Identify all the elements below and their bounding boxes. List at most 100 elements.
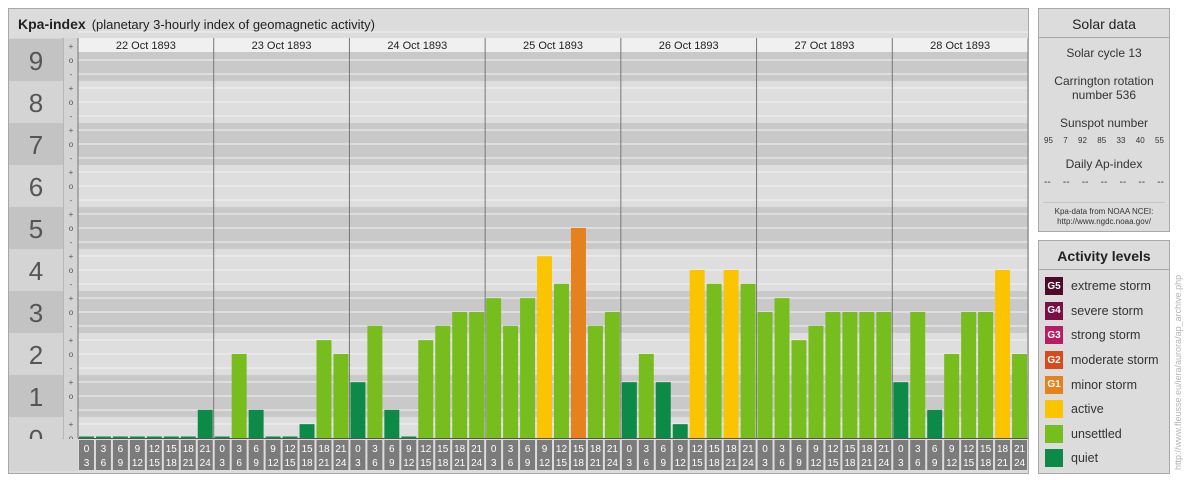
time-label-end: 21 — [318, 458, 330, 469]
time-cell — [825, 440, 841, 470]
level-swatch — [1045, 400, 1063, 419]
time-label-start: 3 — [508, 444, 514, 455]
kp-bar-day6-slot2 — [774, 298, 790, 438]
kp-bar-day2-slot5 — [282, 436, 298, 438]
time-cell — [757, 440, 773, 470]
y-minor-tick: o — [69, 140, 74, 149]
kp-bar-day5-slot8 — [740, 283, 756, 438]
kp-bar-day2-slot1 — [214, 436, 230, 438]
time-label-end: 24 — [878, 458, 890, 469]
activity-level-moderate-storm: G2 moderate storm — [1039, 348, 1169, 373]
time-cell — [299, 440, 315, 470]
time-cell — [604, 440, 620, 470]
time-label-end: 6 — [508, 458, 514, 469]
ap-value-2: -- — [1062, 177, 1070, 188]
sunspot-value-6: 40 — [1135, 136, 1145, 145]
time-label-end: 6 — [779, 458, 785, 469]
time-label-end: 9 — [389, 458, 395, 469]
time-label-end: 15 — [556, 458, 568, 469]
time-label-end: 12 — [132, 458, 144, 469]
ap-value-6: -- — [1138, 177, 1146, 188]
kp-bar-day4-slot5 — [554, 283, 569, 438]
level-label: severe storm — [1071, 303, 1144, 318]
y-minor-tick: - — [70, 322, 73, 331]
level-label: strong storm — [1071, 328, 1141, 343]
time-label-end: 3 — [762, 458, 768, 469]
level-label: moderate storm — [1071, 353, 1159, 368]
kp-bar-day7-slot6 — [978, 312, 994, 438]
time-cell — [180, 440, 196, 470]
time-label-start: 18 — [997, 444, 1009, 455]
time-label-start: 15 — [844, 444, 856, 455]
time-cell — [961, 440, 977, 470]
watermark-url: http://www.fleusse.eu/iera/aurora/ap_arc… — [1173, 274, 1183, 470]
kp-bar-day2-slot8 — [333, 354, 349, 438]
time-label-start: 3 — [915, 444, 921, 455]
time-label-start: 0 — [84, 444, 90, 455]
time-label-start: 15 — [166, 444, 178, 455]
time-cell — [1012, 440, 1027, 470]
time-label-start: 12 — [827, 444, 839, 455]
time-label-start: 6 — [118, 444, 124, 455]
time-label-start: 0 — [491, 444, 497, 455]
y-minor-tick: + — [69, 168, 74, 177]
time-label-end: 24 — [200, 458, 212, 469]
source-line-1: Kpa-data from NOAA NCEI: — [1054, 207, 1154, 216]
time-label-start: 12 — [149, 444, 161, 455]
y-tick-label: 7 — [29, 130, 43, 160]
time-cell — [876, 440, 892, 470]
time-label-start: 0 — [762, 444, 768, 455]
y-minor-tick: o — [69, 98, 74, 107]
y-label-band-4 — [9, 249, 63, 291]
y-minor-tick: o — [69, 392, 74, 401]
ap-value-5: -- — [1119, 177, 1127, 188]
time-label-end: 9 — [932, 458, 938, 469]
time-label-start: 0 — [898, 444, 904, 455]
kp-bar-day4-slot3 — [520, 298, 536, 438]
day-label-7: 28 Oct 1893 — [930, 40, 990, 52]
y-minor-tick: - — [70, 364, 73, 373]
time-cell — [350, 440, 366, 470]
time-label-start: 15 — [980, 444, 992, 455]
activity-level-minor-storm: G1 minor storm — [1039, 372, 1169, 397]
sunspot-value-2: 7 — [1063, 136, 1068, 145]
sunspot-label: Sunspot number — [1059, 116, 1149, 130]
day-label-3: 24 Oct 1893 — [387, 40, 447, 52]
time-cell — [316, 440, 332, 470]
time-label-start: 18 — [861, 444, 873, 455]
kpa-chart-panel: 0 o +1 - o +2 - o +3 - o +4 - o +5 - o +6 - o +7 - o +8 - o +9 - o +2… — [8, 8, 1029, 474]
time-cell — [112, 440, 128, 470]
kp-bar-day6-slot5 — [825, 312, 841, 438]
level-swatch: G5 — [1045, 277, 1063, 296]
time-cell — [791, 440, 807, 470]
time-cell — [842, 440, 858, 470]
day-label-5: 26 Oct 1893 — [659, 40, 719, 52]
time-label-start: 3 — [644, 444, 650, 455]
y-minor-tick: + — [69, 294, 74, 303]
kp-bar-day7-slot3 — [927, 409, 943, 438]
kp-bar-day1-slot1 — [79, 436, 94, 438]
time-label-start: 18 — [726, 444, 738, 455]
time-label-end: 12 — [403, 458, 415, 469]
time-cell — [469, 440, 485, 470]
kp-bar-day4-slot7 — [587, 325, 603, 438]
y-tick-label: 6 — [29, 172, 43, 202]
time-cell — [587, 440, 603, 470]
time-cell — [655, 440, 671, 470]
sunspot-value-7: 55 — [1155, 136, 1164, 145]
activity-levels-title: Activity levels — [1039, 241, 1169, 270]
time-label-end: 12 — [675, 458, 687, 469]
time-label-start: 0 — [627, 444, 633, 455]
time-label-end: 21 — [454, 458, 466, 469]
level-label: quiet — [1071, 451, 1099, 466]
time-cell — [893, 440, 909, 470]
time-label-end: 21 — [590, 458, 602, 469]
chart-title: Kpa-index (planetary 3-hourly index of ge… — [18, 16, 375, 32]
time-label-end: 12 — [810, 458, 822, 469]
kp-bar-day6-slot4 — [808, 325, 824, 438]
source-link[interactable]: http://www.ngdc.noaa.gov/ — [1057, 217, 1151, 226]
time-label-end: 3 — [898, 458, 904, 469]
level-swatch — [1045, 449, 1063, 468]
kp-bar-day7-slot2 — [910, 312, 926, 438]
time-label-end: 3 — [627, 458, 633, 469]
